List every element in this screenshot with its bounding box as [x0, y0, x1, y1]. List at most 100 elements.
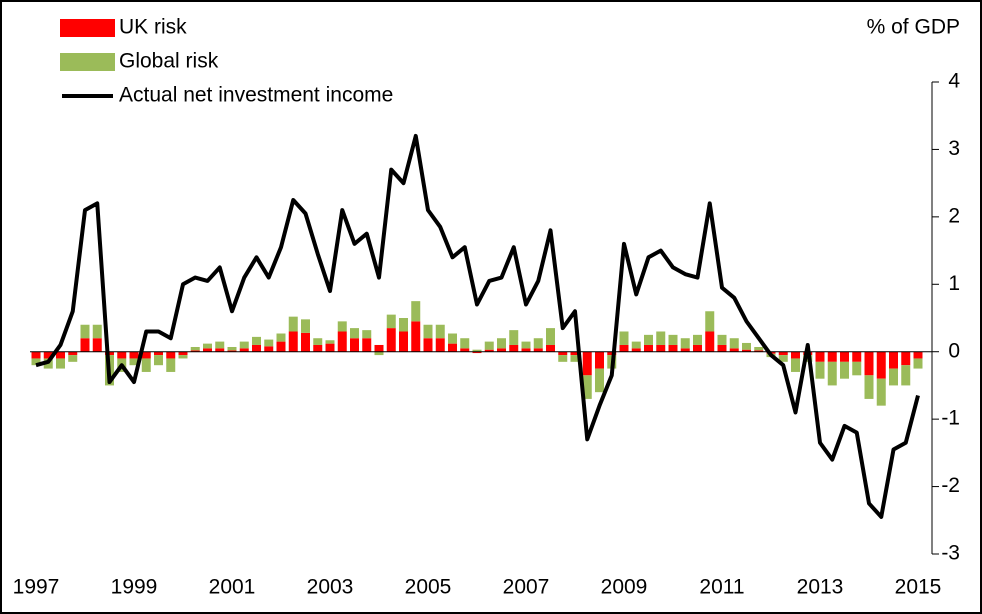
bar — [276, 333, 286, 342]
x-tick-label: 1999 — [111, 576, 158, 599]
bar — [129, 358, 139, 366]
bar — [252, 336, 261, 345]
bar — [166, 358, 176, 372]
bar — [742, 342, 751, 350]
y-tick-label: 1 — [948, 272, 960, 295]
bar — [815, 361, 825, 379]
bar — [154, 355, 163, 366]
legend-label: Global risk — [119, 50, 219, 73]
bar — [56, 351, 65, 359]
bar — [203, 343, 212, 349]
bar — [239, 341, 249, 349]
bar — [301, 332, 310, 352]
bar — [619, 344, 629, 352]
bar — [460, 348, 470, 352]
bar — [827, 351, 837, 362]
bar — [80, 324, 90, 339]
bar — [717, 334, 727, 345]
y-tick-label: -3 — [941, 542, 960, 565]
bar — [325, 343, 335, 352]
bar — [754, 350, 764, 352]
bar — [595, 351, 604, 369]
bar — [178, 355, 188, 359]
bar — [778, 355, 788, 362]
bar — [546, 328, 555, 345]
bar — [509, 330, 519, 345]
bar — [582, 351, 592, 376]
bar — [668, 334, 678, 345]
line — [35, 133, 920, 519]
bar — [435, 338, 445, 352]
bar — [301, 319, 310, 333]
bar — [56, 358, 65, 369]
bar — [913, 358, 923, 369]
bar — [80, 338, 90, 352]
x-tick-label: 2009 — [601, 576, 648, 599]
x-tick-label: 1997 — [13, 576, 60, 599]
bar — [521, 341, 531, 349]
bar — [362, 330, 372, 339]
bar — [668, 344, 678, 352]
bar — [509, 344, 519, 352]
bar — [778, 351, 788, 356]
y-tick-label: -1 — [941, 407, 960, 430]
bar — [92, 324, 102, 339]
x-tick-label: 2003 — [307, 576, 354, 599]
legend-swatch — [60, 19, 115, 37]
bar — [448, 333, 457, 344]
bar — [631, 348, 641, 352]
bar — [656, 344, 666, 352]
bar — [423, 338, 433, 352]
bar — [742, 349, 751, 352]
bar — [129, 351, 139, 359]
bar — [644, 344, 653, 352]
bar — [374, 351, 384, 356]
bar — [252, 344, 261, 352]
bar — [472, 351, 482, 354]
bar — [43, 351, 53, 359]
bar — [815, 351, 825, 362]
bar — [31, 358, 41, 366]
bar — [215, 348, 225, 352]
bar — [190, 346, 200, 351]
bar — [644, 334, 653, 345]
bar — [497, 338, 506, 349]
bar — [178, 351, 188, 356]
legend-label: UK risk — [119, 16, 187, 39]
bar — [435, 324, 445, 339]
x-tick-label: 2001 — [209, 576, 256, 599]
bar — [754, 346, 764, 351]
bar — [141, 351, 151, 359]
bar — [595, 368, 604, 393]
bar — [362, 338, 372, 352]
bar — [350, 338, 359, 352]
bar — [570, 355, 580, 362]
bar — [619, 331, 629, 345]
bar — [399, 331, 408, 352]
bar — [607, 351, 617, 356]
bar — [386, 328, 396, 352]
bar — [582, 375, 592, 399]
bar — [154, 351, 163, 356]
bar — [889, 368, 898, 386]
bar — [840, 351, 849, 362]
bar — [460, 338, 470, 349]
x-tick-label: 2011 — [699, 576, 744, 599]
bar — [117, 351, 127, 359]
bar — [203, 348, 212, 352]
bar — [337, 331, 347, 352]
bar — [558, 351, 568, 356]
bar — [876, 378, 886, 406]
unit-label: % of GDP — [867, 16, 960, 39]
bar — [411, 321, 421, 352]
bar — [472, 349, 482, 352]
bar — [570, 351, 580, 356]
bar — [190, 350, 200, 352]
bar — [448, 343, 457, 352]
bar — [411, 301, 421, 322]
y-tick-label: 4 — [948, 70, 960, 93]
bar — [386, 314, 396, 329]
x-tick-label: 2007 — [503, 576, 550, 599]
